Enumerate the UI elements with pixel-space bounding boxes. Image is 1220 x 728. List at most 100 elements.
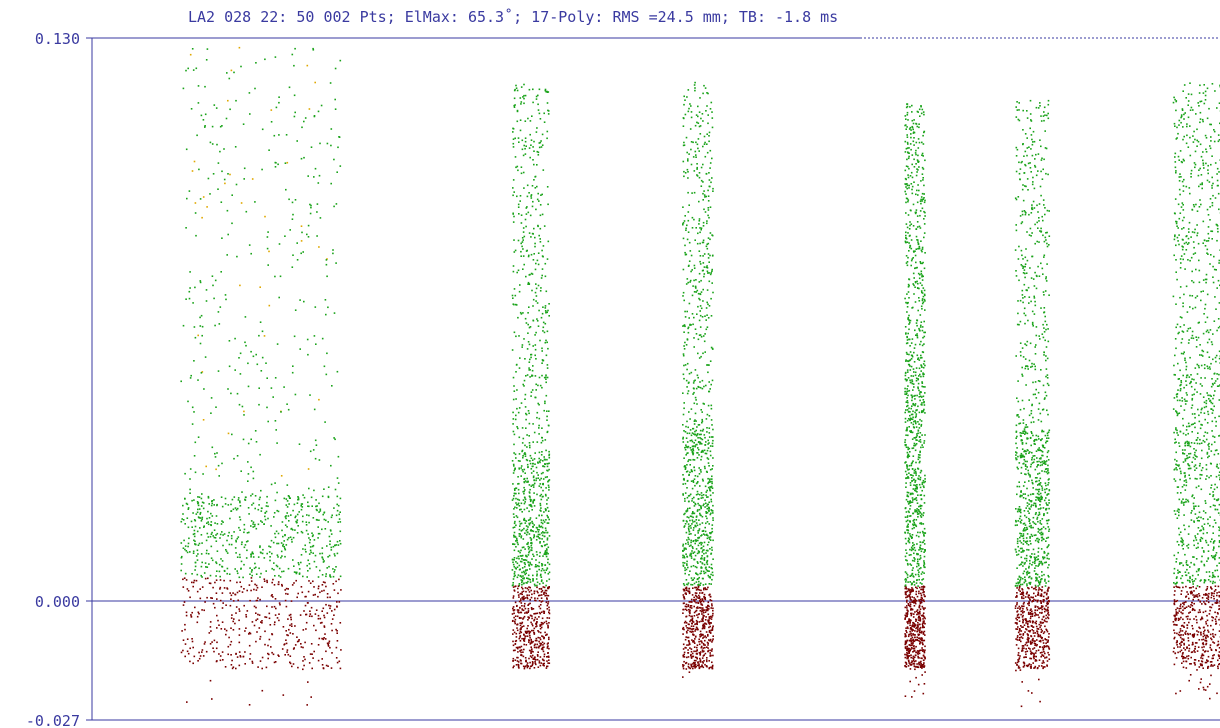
data-point <box>912 651 914 653</box>
data-point <box>698 176 701 179</box>
data-point <box>524 317 527 320</box>
data-point <box>709 536 712 538</box>
data-point <box>532 465 534 468</box>
data-point <box>300 554 303 556</box>
data-point <box>541 274 543 277</box>
data-point <box>690 449 692 451</box>
data-point <box>333 205 335 208</box>
data-point <box>196 501 199 503</box>
data-point <box>288 628 290 631</box>
data-point <box>530 646 532 648</box>
data-point <box>534 187 537 189</box>
data-point <box>526 528 529 531</box>
data-point <box>704 87 707 89</box>
data-point <box>686 278 689 280</box>
data-point <box>515 540 517 542</box>
data-point <box>922 612 925 614</box>
data-point <box>513 609 516 611</box>
data-point <box>313 650 315 653</box>
data-point <box>544 439 547 441</box>
data-point <box>916 587 918 590</box>
data-point <box>535 559 537 561</box>
data-point <box>707 207 710 209</box>
data-point <box>682 373 685 376</box>
data-point <box>187 545 189 548</box>
data-point <box>245 344 247 347</box>
data-point <box>512 179 515 181</box>
data-point <box>917 611 919 614</box>
data-point <box>906 607 908 609</box>
data-point <box>923 440 926 442</box>
data-point <box>303 120 305 123</box>
data-point <box>189 468 192 470</box>
data-point <box>530 353 533 356</box>
data-point <box>695 519 698 521</box>
data-point <box>259 545 261 547</box>
data-point <box>515 371 517 373</box>
data-point <box>539 638 542 641</box>
data-point <box>692 529 695 531</box>
data-point <box>905 642 908 644</box>
data-point <box>335 514 338 517</box>
data-point <box>692 547 694 550</box>
data-point <box>235 99 237 102</box>
data-point <box>530 253 533 256</box>
data-point <box>516 605 518 607</box>
data-point <box>250 556 252 558</box>
data-point <box>909 601 911 604</box>
data-point <box>522 665 525 668</box>
data-point <box>247 473 250 475</box>
data-point <box>912 426 915 428</box>
data-point <box>527 255 530 258</box>
data-point <box>532 259 535 261</box>
data-point <box>710 315 713 317</box>
data-point <box>198 651 200 654</box>
data-point <box>540 498 543 501</box>
data-point <box>695 572 697 574</box>
data-point <box>701 598 704 600</box>
data-point <box>281 570 283 573</box>
data-point <box>711 347 714 350</box>
data-point <box>919 456 921 459</box>
data-point <box>536 493 538 496</box>
data-point <box>527 410 530 412</box>
data-point <box>690 583 692 586</box>
data-point <box>548 578 551 581</box>
data-point <box>920 198 922 201</box>
data-point <box>528 283 530 285</box>
data-point <box>292 648 295 650</box>
data-point <box>694 554 697 557</box>
data-point <box>528 369 530 371</box>
data-point <box>331 514 333 517</box>
data-point <box>705 494 707 497</box>
data-point <box>532 470 535 472</box>
data-point <box>522 470 524 473</box>
data-point <box>186 650 189 653</box>
data-point <box>522 655 525 658</box>
data-point <box>523 577 525 580</box>
data-point <box>336 640 339 642</box>
data-point <box>269 546 272 548</box>
data-point <box>270 646 272 648</box>
data-point <box>316 203 319 205</box>
data-point <box>289 536 292 538</box>
data-point <box>528 578 531 580</box>
data-point <box>258 387 260 389</box>
data-point <box>697 585 700 587</box>
data-point <box>540 194 542 196</box>
data-point <box>521 609 524 611</box>
data-point <box>254 201 256 203</box>
data-point <box>541 144 544 146</box>
data-point <box>225 117 228 120</box>
data-point <box>684 468 687 470</box>
data-point <box>513 572 516 575</box>
data-point <box>922 663 925 666</box>
data-point <box>536 553 538 556</box>
data-point <box>912 659 915 661</box>
data-point <box>913 144 915 146</box>
data-point <box>540 525 543 528</box>
data-point <box>217 370 220 372</box>
data-point <box>526 543 529 545</box>
data-point <box>698 551 701 553</box>
data-point <box>696 403 698 405</box>
